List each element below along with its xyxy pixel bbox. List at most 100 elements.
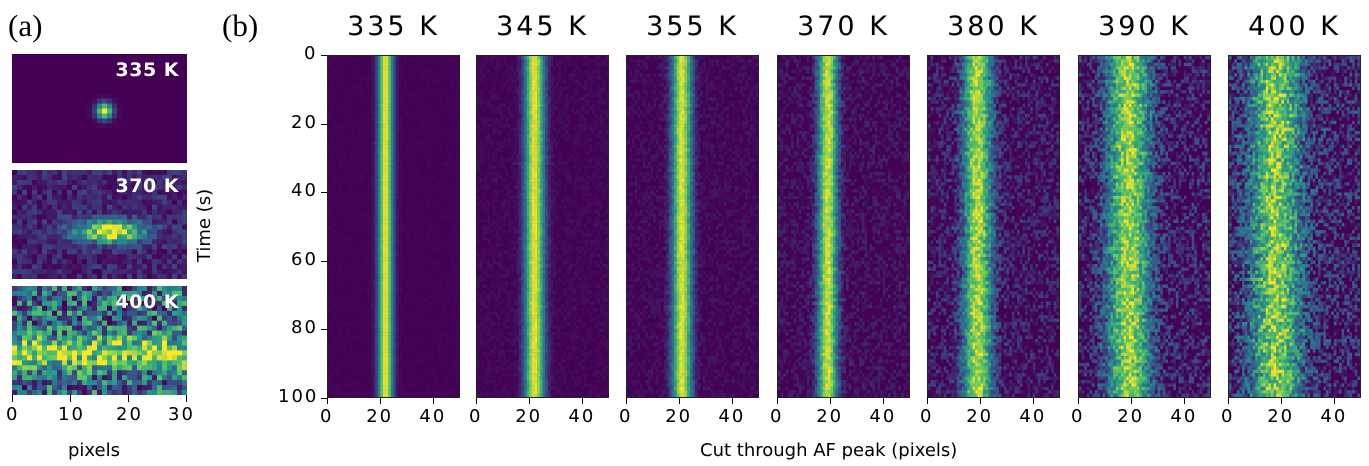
heatmap-cell (362, 202, 365, 207)
snapshot-pixel (87, 239, 93, 245)
heatmap-cell (453, 59, 457, 63)
heatmap-cell (346, 86, 350, 91)
snapshot-pixel (127, 54, 133, 60)
heatmap-cell (427, 69, 431, 74)
snapshot-pixel (57, 264, 63, 270)
snapshot-pixel (87, 244, 93, 250)
heatmap-cell (422, 175, 426, 179)
snapshot-pixel (52, 269, 58, 275)
snapshot-pixel (67, 350, 73, 356)
heatmap-cell (328, 90, 331, 94)
heatmap-cell (333, 223, 336, 227)
heatmap-cell (341, 83, 344, 87)
heatmap-cell (377, 86, 381, 91)
heatmap-cell (393, 223, 397, 227)
snapshot-pixel (82, 286, 88, 292)
snapshot-pixel (22, 345, 28, 351)
snapshot-pixel (127, 83, 133, 89)
heatmap-cell (451, 212, 454, 217)
snapshot-pixel (172, 380, 178, 386)
snapshot-pixel (82, 350, 88, 356)
snapshot-pixel (47, 179, 53, 186)
snapshot-pixel (37, 264, 43, 270)
snapshot-pixel (57, 88, 63, 94)
heatmap-cell (451, 168, 454, 173)
snapshot-pixel (82, 290, 88, 297)
snapshot-pixel (12, 300, 18, 307)
heatmap-cell (388, 148, 392, 152)
heatmap-cell (419, 154, 423, 159)
snapshot-pixel (22, 249, 28, 255)
snapshot-pixel (57, 315, 63, 321)
snapshot-pixel (77, 103, 83, 109)
heatmap-cell (406, 120, 410, 125)
snapshot-pixel (137, 375, 143, 381)
heatmap-cell (385, 73, 389, 77)
heatmap-cell (406, 131, 410, 135)
heatmap-cell (443, 66, 447, 70)
heatmap-cell (362, 185, 365, 190)
heatmap-cell (346, 199, 350, 203)
snapshot-pixel (112, 113, 118, 119)
snapshot-pixel (77, 224, 83, 230)
heatmap-cell (422, 76, 426, 81)
snapshot-pixel (27, 174, 33, 181)
heatmap-cell (424, 192, 428, 196)
heatmap-cell (390, 100, 394, 104)
snapshot-pixel (57, 93, 63, 99)
snapshot-pixel (67, 83, 73, 89)
heatmap-cell (383, 131, 386, 135)
snapshot-pixel (47, 133, 53, 139)
heatmap-cell (380, 79, 384, 84)
snapshot-pixel (157, 360, 163, 366)
snapshot-pixel (42, 269, 48, 275)
snapshot-pixel (72, 305, 78, 312)
snapshot-pixel (117, 88, 123, 94)
heatmap-cell (411, 195, 415, 200)
snapshot-pixel (157, 330, 163, 336)
snapshot-pixel (17, 58, 23, 65)
snapshot-pixel (137, 170, 143, 176)
heatmap-cell (443, 223, 447, 227)
snapshot-pixel (177, 229, 183, 235)
snapshot-pixel (117, 123, 123, 129)
heatmap-cell (406, 233, 410, 237)
heatmap-cell (346, 79, 350, 84)
heatmap-cell (411, 141, 415, 145)
heatmap-cell (440, 188, 444, 193)
snapshot-pixel (32, 310, 38, 317)
snapshot-pixel (137, 365, 143, 371)
snapshot-pixel (182, 153, 187, 159)
heatmap-cell (422, 62, 426, 67)
heatmap-cell (338, 113, 342, 118)
heatmap-cell (409, 62, 412, 67)
snapshot-pixel (67, 148, 73, 154)
heatmap-cell (396, 154, 399, 159)
heatmap-cell (432, 93, 436, 98)
heatmap-cell (369, 62, 373, 67)
heatmap-cell (335, 76, 339, 81)
heatmap-cell (411, 96, 415, 101)
snapshot-pixel (127, 310, 133, 317)
heatmap-cell (359, 175, 363, 179)
heatmap-cell (451, 192, 454, 196)
snapshot-pixel (137, 174, 143, 181)
heatmap-cell (341, 100, 344, 104)
heatmap-cell (364, 161, 368, 166)
heatmap-cell (333, 229, 336, 234)
snapshot-pixel (77, 315, 83, 321)
heatmap-cell (369, 59, 373, 63)
heatmap-cell (338, 199, 342, 203)
heatmap-cell (335, 192, 339, 196)
heatmap-cell (443, 148, 447, 152)
heatmap-cell (432, 178, 436, 183)
heatmap-cell (372, 144, 376, 149)
heatmap-cell (448, 161, 452, 166)
snapshot-pixel (142, 78, 148, 85)
heatmap-cell (341, 144, 344, 149)
heatmap-cell (375, 59, 378, 63)
heatmap-cell (359, 161, 363, 166)
snapshot-pixel (137, 244, 143, 250)
heatmap-cell (451, 127, 454, 132)
heatmap-cell (448, 56, 452, 60)
